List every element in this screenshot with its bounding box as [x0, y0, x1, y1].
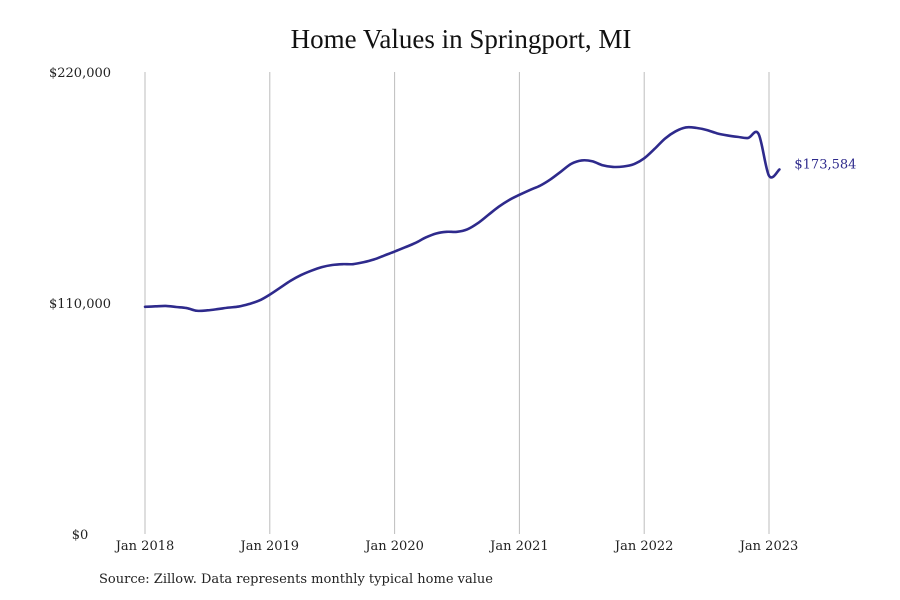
chart-title: Home Values in Springport, MI [290, 24, 632, 54]
end-value-label: $173,584 [794, 157, 856, 172]
x-tick-label: Jan 2020 [363, 539, 424, 554]
x-axis-ticks: Jan 2018 Jan 2019 Jan 2020 Jan 2021 Jan 2022… [114, 539, 799, 554]
x-tick-label: Jan 2021 [488, 539, 549, 554]
y-tick-label: $110,000 [49, 297, 111, 312]
source-note: Source: Zillow. Data represents monthly … [99, 572, 493, 587]
series-line-home-value [143, 125, 781, 313]
x-tick-label: Jan 2023 [738, 539, 799, 554]
y-tick-label: $220,000 [49, 66, 111, 81]
x-tick-label: Jan 2022 [613, 539, 674, 554]
x-tick-label: Jan 2018 [114, 539, 175, 554]
gridlines [144, 72, 770, 534]
y-tick-label: $0 [72, 528, 89, 543]
x-tick-label: Jan 2019 [239, 539, 300, 554]
y-axis-ticks: $0 $110,000 $220,000 [49, 66, 111, 543]
